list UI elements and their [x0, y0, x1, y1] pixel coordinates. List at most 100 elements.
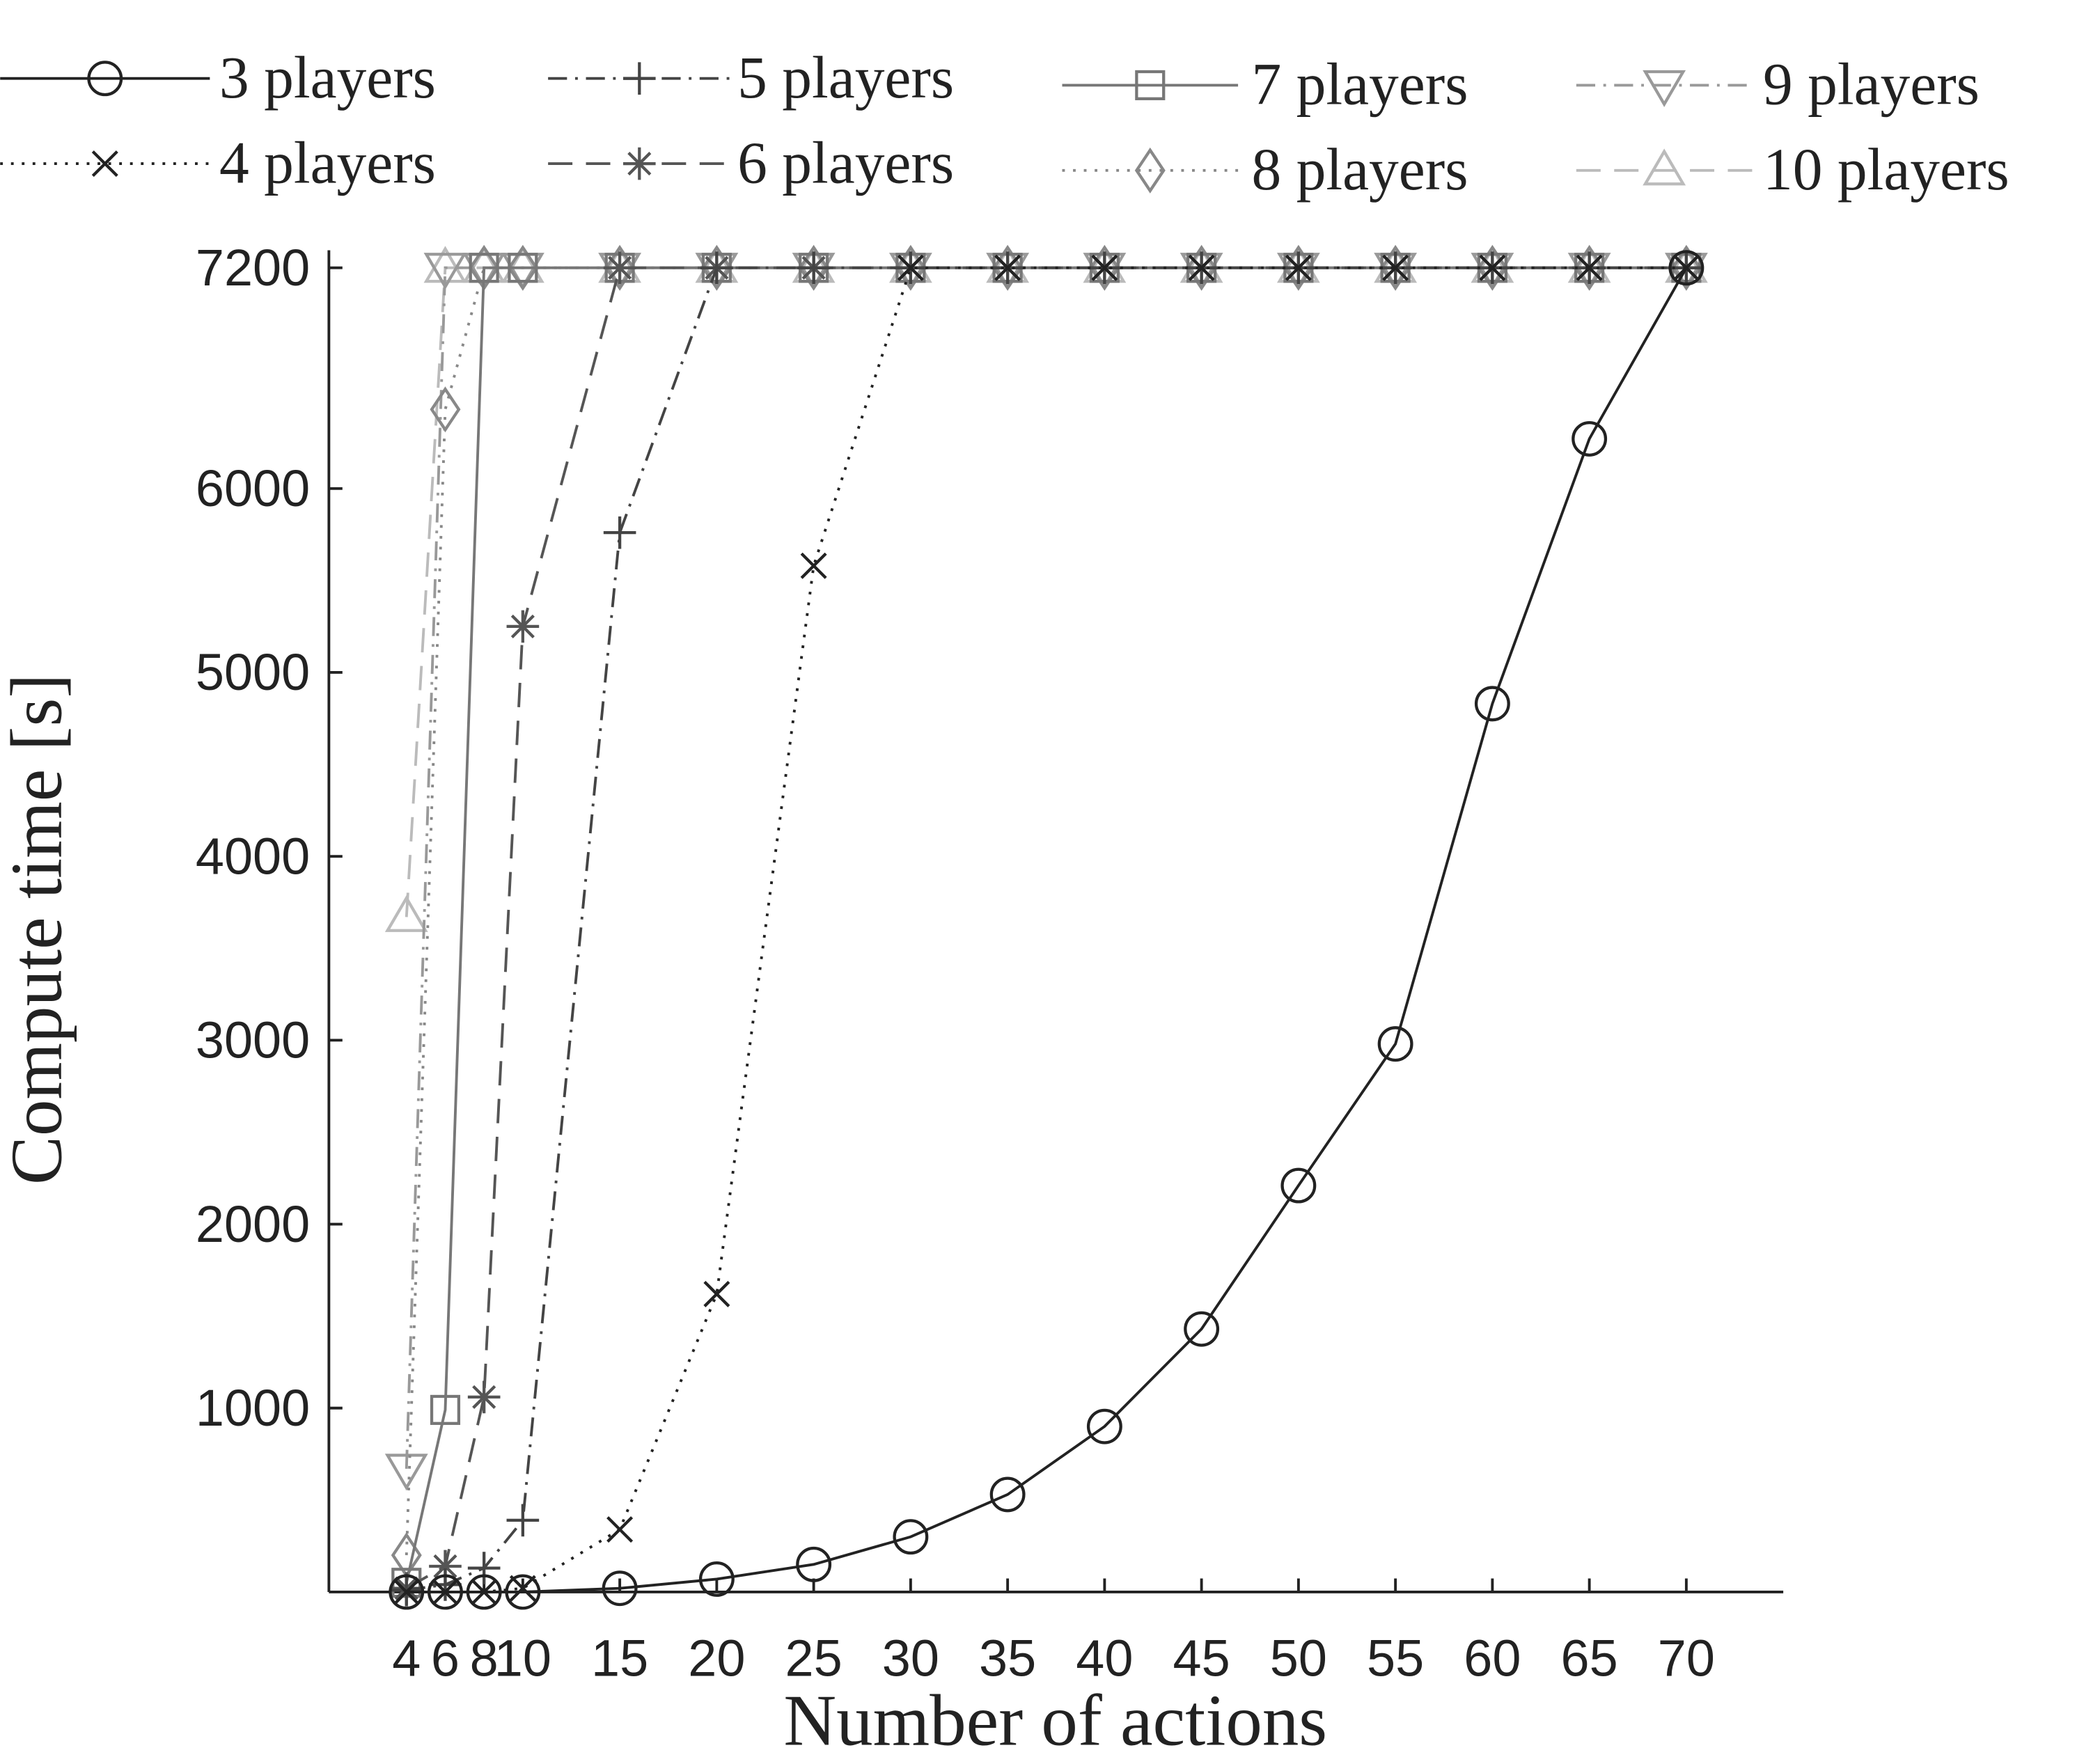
series-line	[406, 266, 1686, 1592]
marker	[506, 610, 540, 643]
marker	[430, 1394, 461, 1425]
marker	[1668, 250, 1705, 286]
marker	[393, 1578, 420, 1605]
x-tick-label: 20	[688, 1629, 745, 1687]
marker	[1474, 686, 1510, 722]
legend-marker	[622, 147, 656, 180]
marker	[800, 552, 827, 579]
x-tick-label: 6	[431, 1629, 460, 1687]
legend-marker	[1135, 70, 1166, 100]
marker	[507, 244, 538, 291]
x-tick-label: 60	[1464, 1629, 1521, 1687]
series-line	[405, 266, 1686, 917]
marker	[423, 253, 467, 290]
legend-marker	[1134, 147, 1166, 194]
x-tick-label: 10	[494, 1629, 551, 1687]
legend-label: 6 players	[737, 130, 954, 196]
x-tick-label: 4	[392, 1629, 421, 1687]
marker	[606, 1516, 634, 1543]
marker	[1479, 254, 1506, 281]
marker	[1572, 420, 1608, 457]
marker	[1574, 244, 1605, 291]
marker	[429, 1550, 462, 1583]
marker	[797, 251, 830, 285]
x-tick-label: 65	[1561, 1629, 1618, 1687]
marker	[430, 386, 461, 433]
y-tick-label: 2000	[196, 1195, 310, 1253]
marker	[1670, 244, 1702, 291]
marker	[384, 1453, 428, 1491]
marker	[603, 516, 636, 549]
marker	[1188, 254, 1215, 281]
marker	[1382, 254, 1409, 281]
x-tick-label: 15	[591, 1629, 648, 1687]
legend-label: 8 players	[1252, 137, 1468, 203]
marker	[1184, 1311, 1220, 1347]
legend-label: 10 players	[1763, 137, 2009, 203]
marker	[508, 253, 538, 283]
marker	[1086, 1408, 1122, 1444]
legend-marker	[1643, 70, 1686, 107]
x-tick-label: 30	[882, 1629, 939, 1687]
marker	[798, 244, 829, 291]
series-line	[405, 266, 1686, 1584]
y-tick-label: 4000	[196, 827, 310, 885]
legend-label: 7 players	[1252, 52, 1468, 118]
marker	[389, 1574, 425, 1610]
marker	[1089, 244, 1120, 291]
marker	[467, 1552, 501, 1584]
marker	[989, 1476, 1026, 1513]
x-tick-label: 55	[1367, 1629, 1424, 1687]
series-line	[406, 266, 1686, 1593]
y-tick-label: 3000	[196, 1011, 310, 1069]
y-tick-label: 7200	[196, 239, 310, 297]
marker	[1285, 254, 1312, 281]
series-line	[405, 266, 1686, 1556]
x-tick-label: 45	[1173, 1629, 1230, 1687]
series-line	[405, 266, 1686, 1590]
legend-label: 5 players	[737, 45, 954, 111]
legend-label: 3 players	[219, 45, 436, 111]
x-tick-label: 8	[470, 1629, 499, 1687]
marker	[1576, 254, 1603, 281]
x-tick-label: 50	[1270, 1629, 1327, 1687]
marker	[428, 1574, 463, 1610]
marker	[1280, 1167, 1317, 1204]
legend-label: 4 players	[219, 130, 436, 196]
marker	[700, 251, 733, 285]
marker	[703, 1280, 730, 1307]
marker	[505, 1574, 541, 1610]
marker	[994, 254, 1021, 281]
legend-label: 9 players	[1763, 52, 1980, 118]
marker	[897, 254, 924, 281]
marker	[992, 244, 1024, 291]
marker	[604, 244, 636, 291]
marker	[1283, 244, 1314, 291]
marker	[384, 895, 428, 932]
marker	[469, 253, 499, 283]
marker	[506, 1504, 540, 1537]
y-tick-label: 6000	[196, 459, 310, 517]
marker	[603, 251, 636, 285]
marker	[796, 1546, 832, 1582]
x-axis-label: Number of actions	[783, 1680, 1327, 1757]
marker	[1186, 244, 1217, 291]
marker	[467, 1380, 501, 1414]
legend-marker	[622, 62, 656, 95]
marker	[893, 1519, 929, 1555]
y-axis-label: Compute time [s]	[0, 674, 77, 1185]
x-tick-label: 25	[785, 1629, 843, 1687]
marker	[466, 1574, 502, 1610]
y-tick-label: 1000	[196, 1379, 310, 1437]
legend-marker	[91, 150, 118, 178]
marker	[1477, 244, 1508, 291]
marker	[701, 244, 732, 291]
marker	[1380, 244, 1411, 291]
marker	[429, 1568, 462, 1601]
marker	[602, 1570, 638, 1607]
series-line	[405, 266, 1686, 1470]
marker	[509, 1575, 536, 1602]
marker	[895, 244, 926, 291]
x-tick-label: 70	[1658, 1629, 1715, 1687]
